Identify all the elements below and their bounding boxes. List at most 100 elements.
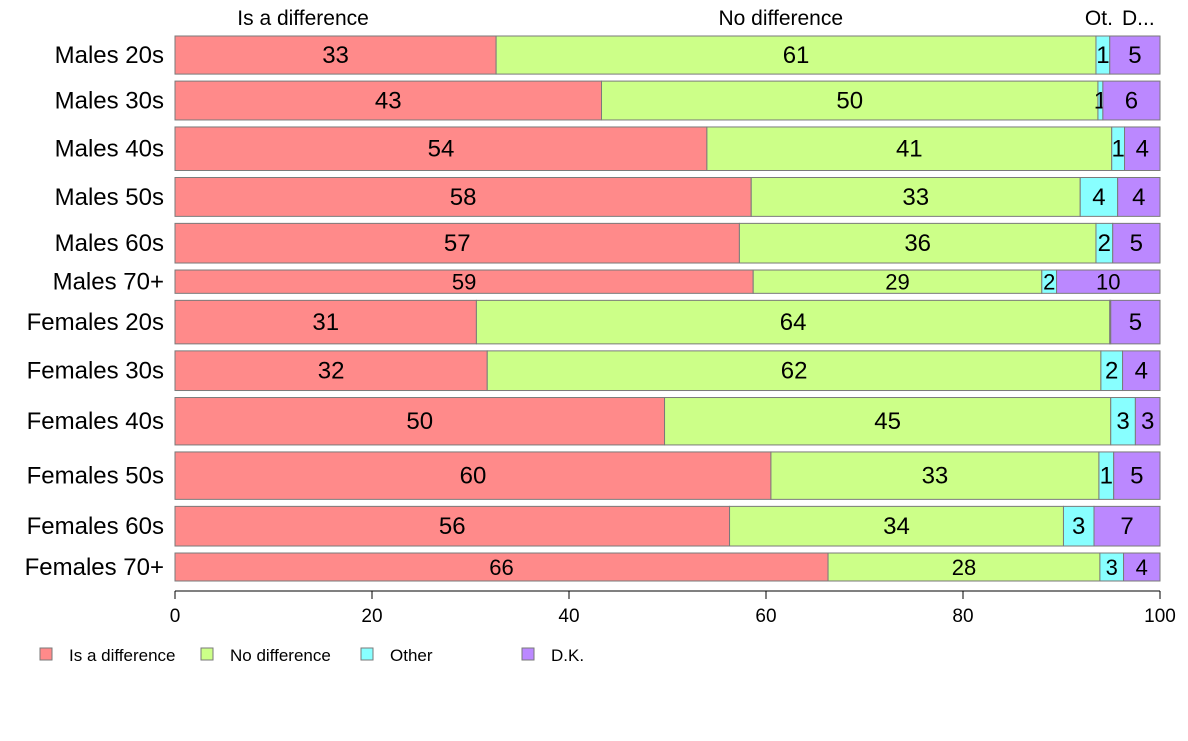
top-column-label: Ot. — [1085, 7, 1113, 30]
bar-segment — [1110, 299, 1161, 345]
bar-segment — [495, 35, 1097, 75]
x-tick-label: 20 — [361, 606, 382, 627]
data-label: 5 — [1130, 463, 1143, 490]
category-label: Males 70+ — [53, 269, 164, 296]
legend-item-label: No difference — [230, 646, 331, 665]
bar-segment — [174, 397, 666, 446]
bar-segment — [601, 80, 1099, 121]
data-label: 43 — [375, 88, 402, 115]
data-label: 4 — [1136, 136, 1149, 163]
data-label: 4 — [1136, 555, 1148, 580]
bar-segment — [1102, 80, 1161, 121]
bar-segment — [729, 505, 1064, 547]
bar-segment — [1093, 505, 1161, 547]
data-label: 66 — [489, 555, 513, 580]
data-label: 33 — [902, 184, 929, 211]
legend-swatch — [521, 647, 535, 661]
x-tick-label: 80 — [952, 606, 973, 627]
legend-item-label: Is a difference — [69, 646, 175, 665]
data-label: 60 — [460, 463, 487, 490]
data-label: 33 — [922, 463, 949, 490]
data-label: 2 — [1098, 230, 1111, 257]
data-label: 59 — [452, 270, 476, 295]
data-label: 2 — [1043, 270, 1055, 295]
bar-segment — [174, 451, 772, 500]
bar-segment — [1134, 397, 1161, 446]
data-label: 2 — [1105, 358, 1118, 385]
legend-swatch — [39, 647, 53, 661]
category-label: Females 50s — [27, 463, 164, 490]
legend-item-label: D.K. — [551, 646, 584, 665]
bar-segment — [174, 80, 603, 121]
bar-segment — [1062, 505, 1095, 547]
data-label: 57 — [444, 230, 471, 257]
bar-segment — [174, 505, 731, 547]
bar-segment — [1117, 176, 1161, 217]
bar-segment — [174, 35, 497, 75]
legend-swatch — [360, 647, 374, 661]
data-label: 6 — [1125, 88, 1138, 115]
data-label: 1 — [1096, 42, 1109, 69]
data-label: 29 — [885, 270, 909, 295]
data-label: 32 — [318, 358, 345, 385]
top-column-label: Is a difference — [237, 7, 369, 30]
data-label: 10 — [1096, 270, 1120, 295]
category-label: Females 40s — [27, 408, 164, 435]
bar-segment — [1123, 552, 1161, 582]
x-tick-label: 40 — [558, 606, 579, 627]
bar-segment — [827, 552, 1101, 582]
data-label: 3 — [1116, 408, 1129, 435]
bar-segment — [174, 552, 829, 582]
data-label: 34 — [883, 513, 910, 540]
bar-segment — [174, 222, 740, 264]
x-tick-label: 100 — [1144, 606, 1176, 627]
data-label: 3 — [1072, 513, 1085, 540]
data-label: 54 — [428, 136, 455, 163]
data-label: 5 — [1128, 42, 1141, 69]
top-column-label: No difference — [719, 7, 844, 30]
data-label: 36 — [904, 230, 931, 257]
data-label: 5 — [1129, 309, 1142, 336]
category-label: Males 40s — [55, 136, 164, 163]
data-label: 4 — [1135, 358, 1148, 385]
bar-segment — [1109, 35, 1161, 75]
data-label: 1 — [1100, 463, 1113, 490]
bar-segment — [174, 176, 752, 217]
bar-segment — [1110, 397, 1136, 446]
data-label: 28 — [952, 555, 976, 580]
data-label: 1 — [1111, 136, 1124, 163]
data-label: 4 — [1132, 184, 1145, 211]
bar-segment — [486, 350, 1102, 392]
category-label: Males 60s — [55, 230, 164, 257]
bar-segment — [664, 397, 1112, 446]
bar-segment — [475, 299, 1111, 345]
data-label: 3 — [1106, 555, 1118, 580]
x-tick-label: 0 — [170, 606, 181, 627]
data-label: 7 — [1120, 513, 1133, 540]
top-column-label: D... — [1122, 7, 1155, 30]
category-label: Females 70+ — [25, 554, 164, 581]
bar-segment — [1056, 269, 1161, 294]
category-label: Males 30s — [55, 88, 164, 115]
data-label: 45 — [874, 408, 901, 435]
data-label: 58 — [450, 184, 477, 211]
data-label: 33 — [322, 42, 349, 69]
data-label: 56 — [439, 513, 466, 540]
legend-swatch — [200, 647, 214, 661]
data-label: 64 — [780, 309, 807, 336]
category-label: Males 20s — [55, 42, 164, 69]
data-label: 5 — [1130, 230, 1143, 257]
bar-segment — [1112, 222, 1161, 264]
data-label: 31 — [312, 309, 339, 336]
data-label: 61 — [783, 42, 810, 69]
category-label: Males 50s — [55, 184, 164, 211]
bar-segment — [174, 126, 708, 171]
bar-segment — [1113, 451, 1161, 500]
bar-segment — [1079, 176, 1119, 217]
x-tick-label: 60 — [755, 606, 776, 627]
category-label: Females 20s — [27, 309, 164, 336]
bar-segment — [1124, 126, 1161, 171]
data-label: 50 — [406, 408, 433, 435]
data-label: 62 — [781, 358, 808, 385]
